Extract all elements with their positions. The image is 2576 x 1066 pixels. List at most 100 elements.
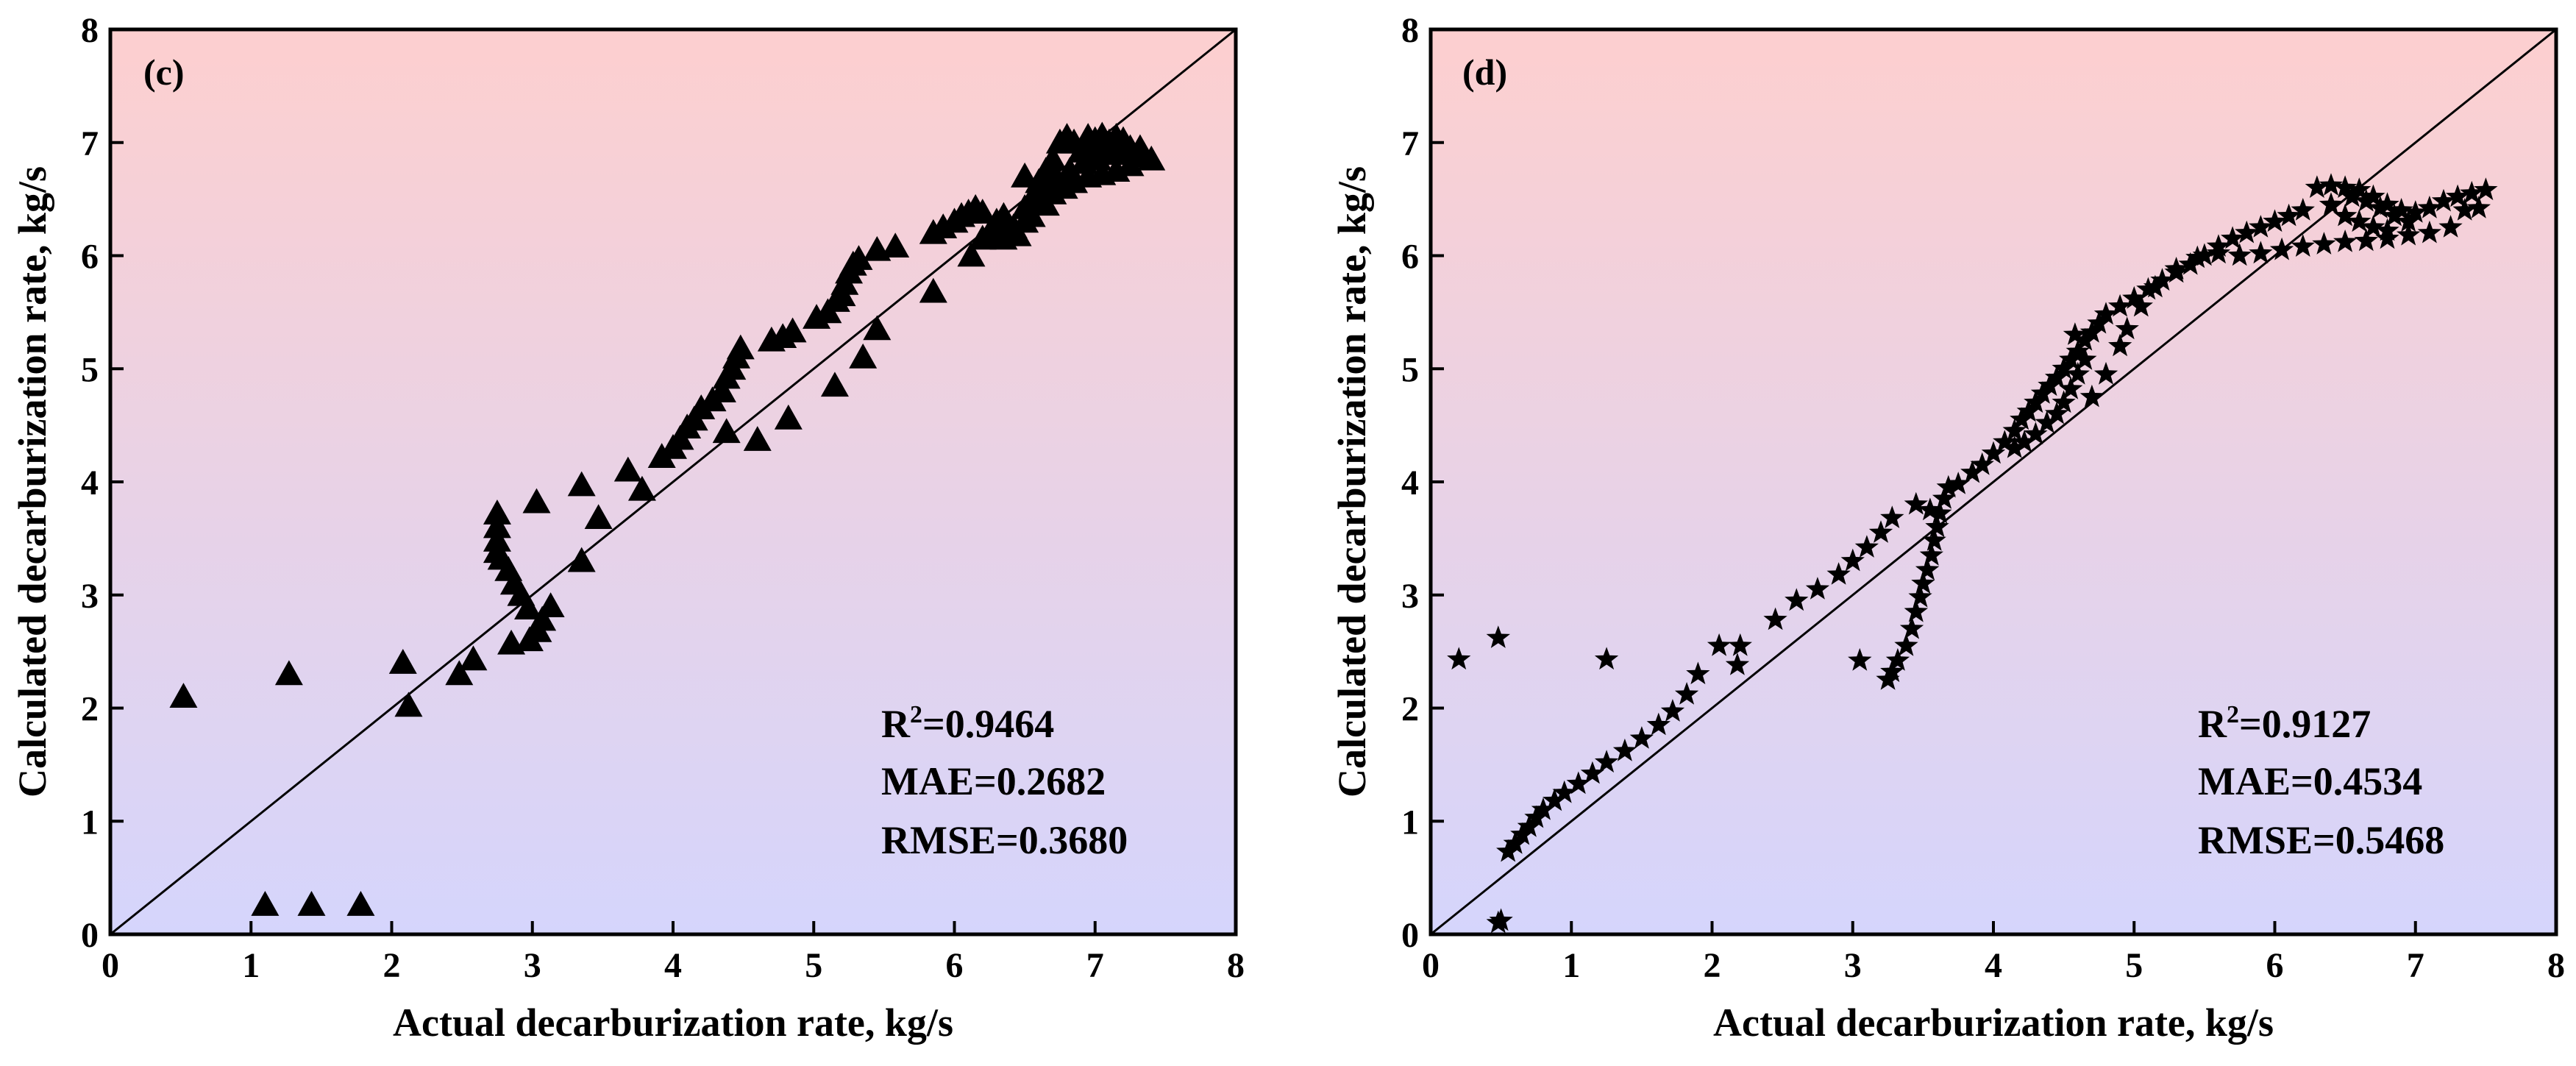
x-tick-label: 4 [664,946,682,985]
data-point-star [2108,333,2132,357]
data-point-triangle [957,241,986,267]
data-point-star [1686,661,1710,685]
data-point-star [2277,203,2301,227]
data-point-star [2305,175,2329,198]
data-point-star [1805,577,1830,600]
data-point-star [1911,571,1935,594]
data-point-star [1904,599,1928,622]
y-tick-label: 3 [81,577,99,616]
x-tick-label: 6 [2266,946,2284,985]
data-point-star [2269,237,2294,260]
data-point-star [2249,241,2273,264]
x-tick-label: 5 [2125,946,2143,985]
data-point-star [1960,460,1985,483]
axis-ticks: 0 1 2 3 4 5 6 7 8 0 1 2 3 4 5 6 7 8 [81,11,1245,985]
y-tick-label: 6 [1401,238,1419,277]
data-point-star [1880,659,1904,683]
data-point-star [1928,501,1952,524]
data-point-star [1566,771,1590,795]
data-point-star [2038,373,2062,397]
data-point-star [1763,607,1787,630]
data-point-star [1725,653,1750,675]
data-point-star [2235,220,2259,244]
axis-ticks: 0 1 2 3 4 5 6 7 8 0 1 2 3 4 5 6 7 8 [1401,11,2565,985]
data-point-star [2002,435,2027,458]
data-point-star [2397,222,2421,246]
data-point-star [1510,822,1534,845]
x-tick-label: 7 [2407,946,2424,985]
data-point-star [2066,339,2090,362]
x-tick-label: 1 [1562,946,1580,985]
data-point-star [1517,814,1541,837]
data-point-triangle [528,605,557,631]
data-point-star [2368,195,2393,218]
data-point-star [1660,699,1685,722]
data-point-star [2438,215,2463,238]
data-point-star [1531,797,1556,820]
data-point-triangle [514,594,543,620]
data-point-star [2291,234,2315,257]
data-point-star [2016,399,2040,422]
data-point-star [2122,285,2146,309]
y-tick-label: 5 [1401,350,1419,389]
data-point-star [1594,647,1619,670]
data-point-star [2087,310,2111,334]
data-point-star [2024,422,2048,445]
data-point-star [1552,780,1576,803]
data-point-triangle [989,224,1018,250]
mae-metric: MAE=0.2682 [881,759,1106,803]
data-point-star [2333,203,2358,227]
chart-panel-c: 0 1 2 3 4 5 6 7 8 0 1 2 3 4 5 6 7 8 (c) R2=0.9464 MAE=0.2… [10,11,1245,1045]
data-point-triangle [743,426,772,451]
x-tick-label: 4 [1985,946,2002,985]
data-point-star [1922,528,1946,551]
data-point-star [1848,647,1872,671]
data-point-star [2115,316,2139,340]
data-point-star [1894,633,1918,656]
y-tick-label: 8 [1401,11,1419,50]
data-point-star [2063,322,2088,345]
data-point-triangle [567,547,596,572]
data-point-triangle [483,513,511,539]
data-point-star [1918,497,1943,521]
data-point-star [2059,347,2083,370]
data-point-star [2079,384,2104,408]
data-point-star [2452,198,2477,221]
data-point-star [2347,209,2372,232]
data-point-star [2312,232,2336,255]
data-point-star [2073,347,2097,370]
x-tick-label: 1 [242,946,260,985]
data-point-star [1899,616,1924,639]
data-point-triangle [919,277,947,303]
x-tick-label: 3 [1844,946,1862,985]
data-point-star [2474,177,2498,201]
data-point-triangle [445,660,474,686]
data-point-star [2347,177,2372,201]
data-point-star [1503,831,1527,854]
r2-metric: R2=0.9464 [881,701,1054,746]
data-point-star [2136,277,2160,300]
data-point-triangle [968,199,997,224]
data-point-triangle [1116,151,1145,177]
data-point-star [1489,908,1513,931]
data-point-star [1868,520,1893,543]
data-point-star [2035,411,2059,433]
data-point-star [2143,274,2168,298]
data-point-star [2221,226,2245,249]
data-point-star [1785,588,1809,611]
data-point-star [2361,215,2385,238]
data-point-star [1915,557,1940,580]
y-axis-title: Calculated decarburization rate, kg/s [10,166,54,797]
x-tick-label: 2 [383,946,401,985]
data-point-star [2002,418,2027,441]
x-tick-label: 5 [805,946,822,985]
data-point-star [1629,726,1654,749]
data-point-star [2319,192,2344,216]
data-point-star [2185,245,2210,269]
data-point-star [2066,361,2090,385]
data-point-star [2227,243,2252,266]
x-tick-label: 8 [2547,946,2565,985]
x-tick-label: 2 [1704,946,1721,985]
data-point-star [2333,230,2358,252]
r2-superscript: 2 [2227,701,2239,728]
